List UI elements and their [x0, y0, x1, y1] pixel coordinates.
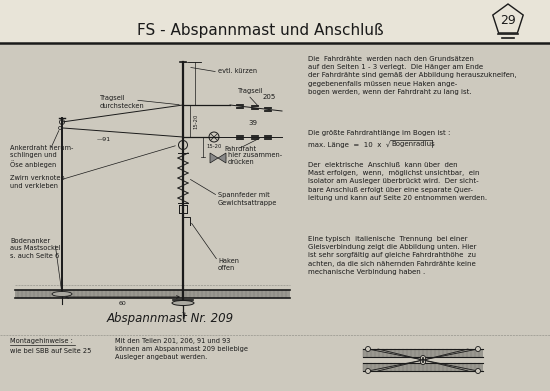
Bar [0, 0, 550, 44]
Bar [0, 43, 550, 391]
Text: Haken
offen: Haken offen [218, 258, 239, 271]
Bar [363, 349, 483, 357]
Circle shape [366, 346, 371, 352]
Text: Abspannmast Nr. 209: Abspannmast Nr. 209 [107, 312, 234, 325]
Text: 29: 29 [500, 14, 516, 27]
Text: 15-20: 15-20 [193, 113, 198, 129]
Circle shape [476, 368, 481, 373]
Text: Die  Fahrdrähte  werden nach den Grundsätzen
auf den Seiten 1 - 3 verlegt.  Die : Die Fahrdrähte werden nach den Grundsätz… [308, 56, 516, 95]
Text: T: T [182, 312, 185, 316]
Circle shape [476, 346, 481, 352]
Text: Spannfeder mit
Gewichtsattrappe: Spannfeder mit Gewichtsattrappe [218, 192, 277, 206]
Text: Fahrdraht: Fahrdraht [224, 146, 256, 152]
Text: Die größte Fahrdrahtlänge im Bogen ist :: Die größte Fahrdrahtlänge im Bogen ist : [308, 130, 450, 136]
Ellipse shape [172, 301, 194, 305]
Text: wie bei SBB auf Seite 25: wie bei SBB auf Seite 25 [10, 348, 91, 354]
Text: 60: 60 [119, 301, 126, 306]
Text: 15-20: 15-20 [206, 145, 221, 149]
Text: Tragseil: Tragseil [238, 88, 263, 94]
Bar [363, 363, 483, 371]
Text: FS - Abspannmast und Anschluß: FS - Abspannmast und Anschluß [137, 23, 383, 38]
Text: max. Länge  =  10  x  √: max. Länge = 10 x √ [308, 141, 390, 148]
Bar [15, 290, 290, 298]
Ellipse shape [52, 292, 72, 296]
Text: Bodenanker
aus Mastsockel
s. auch Seite 6: Bodenanker aus Mastsockel s. auch Seite … [10, 238, 60, 259]
Text: Bogenradius: Bogenradius [391, 141, 434, 147]
Text: Ankerdraht herum-
schlingen und
Öse anbiegen: Ankerdraht herum- schlingen und Öse anbi… [10, 145, 73, 169]
Text: 39: 39 [248, 120, 257, 126]
Text: Tragseil
durchstecken: Tragseil durchstecken [100, 95, 145, 108]
Text: Montagehinweise :: Montagehinweise : [10, 338, 73, 344]
Text: evtl. kürzen: evtl. kürzen [218, 68, 257, 74]
Text: Eine typisch  italienische  Trennung  bei einer
Gleisverbindung zeigt die Abbild: Eine typisch italienische Trennung bei e… [308, 236, 476, 275]
Text: Zwirn verknoten
und verkleben: Zwirn verknoten und verkleben [10, 175, 65, 188]
Text: Mit den Teilen 201, 206, 91 und 93
können am Abspannmast 209 beliebige
Ausleger : Mit den Teilen 201, 206, 91 und 93 könne… [115, 338, 248, 360]
Circle shape [421, 355, 426, 361]
Polygon shape [218, 153, 226, 163]
Text: 205: 205 [263, 94, 276, 100]
Text: Der  elektrische  Anschluß  kann über  den
Mast erfolgen,  wenn,  möglichst unsi: Der elektrische Anschluß kann über den M… [308, 162, 487, 201]
Text: hier zusammen-
drücken: hier zusammen- drücken [228, 152, 282, 165]
Polygon shape [210, 153, 218, 163]
Text: —91: —91 [96, 137, 111, 142]
Circle shape [366, 368, 371, 373]
Circle shape [421, 359, 426, 364]
